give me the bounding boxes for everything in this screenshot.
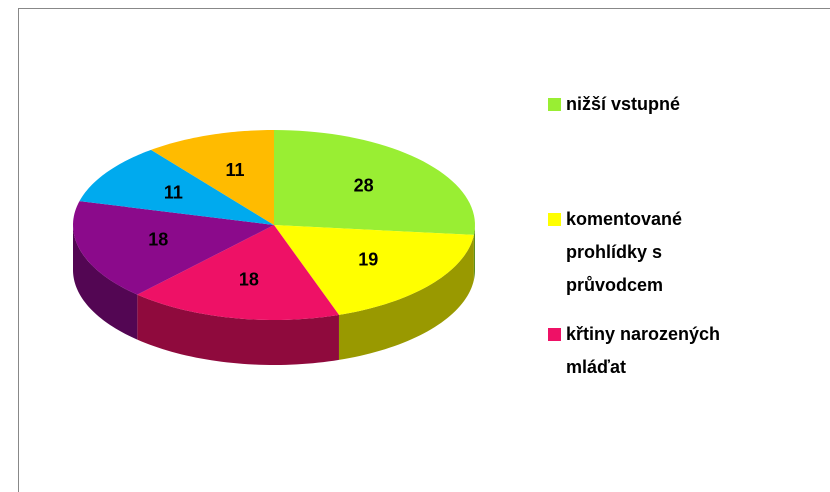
data-label: 11 — [226, 160, 245, 180]
slice — [137, 225, 339, 365]
chart-border — [18, 8, 830, 492]
slice-side — [137, 294, 339, 365]
slice — [274, 130, 475, 280]
slice — [151, 130, 274, 225]
slice — [79, 149, 275, 225]
slice-side — [473, 225, 475, 280]
data-label: 18 — [148, 230, 168, 250]
slice-top — [73, 201, 274, 295]
slice-top — [151, 130, 274, 225]
legend-entry: nižší vstupné — [548, 88, 778, 121]
legend-label: komentované prohlídky s průvodcem — [566, 209, 683, 295]
legend-swatch — [548, 98, 561, 111]
slice-side — [338, 234, 474, 360]
slice-top — [137, 225, 339, 320]
data-label: 28 — [354, 176, 374, 196]
slice-top — [274, 130, 475, 235]
slice-top — [79, 149, 275, 225]
data-label: 11 — [164, 182, 183, 202]
slice-top — [274, 225, 474, 315]
legend-label: křtiny narozených mláďat — [566, 324, 721, 377]
legend-swatch — [548, 328, 561, 341]
slice-side — [73, 225, 138, 340]
data-label: 19 — [358, 249, 378, 269]
legend-entry: křtiny narozených mláďat — [548, 318, 778, 384]
legend-entry: komentované prohlídky s průvodcem — [548, 203, 778, 302]
data-label: 18 — [239, 270, 259, 290]
legend-swatch — [548, 213, 561, 226]
slice — [274, 225, 474, 360]
slice — [73, 201, 274, 340]
legend-label: nižší vstupné — [566, 94, 681, 114]
